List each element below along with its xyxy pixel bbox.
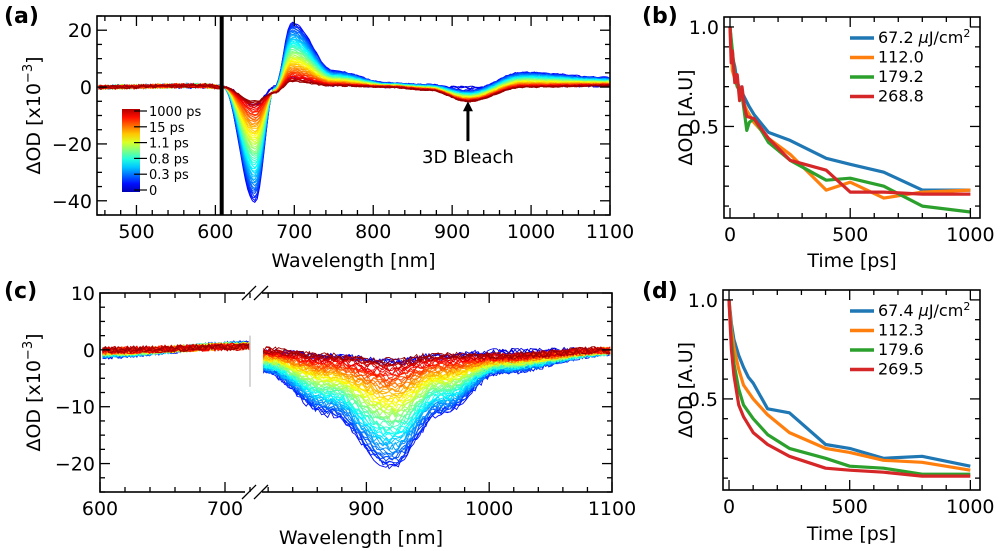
panel-b-y-tick-label: 0.5 xyxy=(689,116,719,138)
panel-b-series-line-67-2 xyxy=(728,26,971,192)
panel-c-x-tick-label: 600 xyxy=(82,498,118,520)
panel-c-spectrum-line xyxy=(102,343,250,354)
panel-a-y-tick-label: −20 xyxy=(52,134,92,156)
panel-a-x-tick-label: 600 xyxy=(197,221,233,243)
panel-c-y-tick-label: 10 xyxy=(71,283,95,305)
panel-b-legend-label: 112.0 xyxy=(878,48,924,67)
panel-a-y-tick-label: −40 xyxy=(52,191,92,213)
panel-b-x-tick-label: 500 xyxy=(832,224,868,246)
panel-a-colorbar-label: 0 xyxy=(149,184,157,199)
panel-d-series-line-269-5 xyxy=(727,299,971,478)
panel-b-series-line-179-2 xyxy=(728,26,971,214)
panel-a-x-tick-label: 1100 xyxy=(586,221,634,243)
panel-a-x-tick-label: 1000 xyxy=(507,221,555,243)
panel-a-x-axis-label: Wavelength [nm] xyxy=(271,250,435,272)
panel-c-series-group xyxy=(102,340,611,470)
panel-b-series-line-268-8 xyxy=(728,26,971,196)
panel-label-b: (b) xyxy=(642,4,678,29)
panel-a-spectrum-line xyxy=(98,80,610,103)
panel-a-y-axis-label: ΔOD [x10−3] xyxy=(21,56,45,174)
panel-b-x-axis-label: Time [ps] xyxy=(806,250,896,272)
panel-c-x-tick-label: 900 xyxy=(348,498,384,520)
panel-d-legend-label: 112.3 xyxy=(878,321,924,340)
panel-b-series-group xyxy=(728,26,971,214)
panel-label-d: (d) xyxy=(642,279,678,304)
panel-a-colorbar-label: 15 ps xyxy=(149,121,185,136)
panel-b-series-line-112-0 xyxy=(728,26,971,200)
panel-c-spectrum-line xyxy=(262,347,611,370)
panel-a-x-tick-label: 900 xyxy=(434,221,470,243)
panel-b-axes-frame xyxy=(723,16,981,219)
panel-c-break-gap-bottom xyxy=(245,489,262,495)
panel-d-y-axis-label: ΔOD [A.U] xyxy=(675,342,697,438)
panel-b-kinetics: 0.5 1.0 0 500 1000 Time [ps] ΔOD [A.U] 67.2 μJ/c… xyxy=(675,16,995,272)
panel-d-x-tick-label: 0 xyxy=(723,496,735,518)
panel-a-y-tick-label: 20 xyxy=(68,20,92,42)
panel-b-x-tick-label: 1000 xyxy=(946,224,994,246)
panel-c-y-tick-label: −10 xyxy=(55,397,95,419)
panel-label-c: (c) xyxy=(4,279,37,304)
panel-d-y-tick-label: 1.0 xyxy=(688,290,718,312)
panel-d-x-axis-label: Time [ps] xyxy=(806,523,896,545)
panel-c-spectrum-line xyxy=(262,347,611,395)
panel-c-x-tick-label: 700 xyxy=(207,498,243,520)
panel-d-y-tick-label: 0.5 xyxy=(688,389,718,411)
panel-d-legend-label: 269.5 xyxy=(878,360,924,379)
panel-c-x-tick-label: 1000 xyxy=(465,498,513,520)
panel-label-a: (a) xyxy=(4,4,39,29)
panel-a-x-tick-label: 700 xyxy=(276,221,312,243)
panel-c-spectrum-line xyxy=(262,348,611,445)
panel-a-spectra: −40 −20 0 20 500 600 700 800 900 1000 1100 Waveleng… xyxy=(21,15,634,272)
panel-a-colorbar-label: 0.3 ps xyxy=(149,168,189,183)
panel-d-x-tick-label: 1000 xyxy=(946,496,994,518)
panel-c-x-axis-label: Wavelength [nm] xyxy=(279,527,443,549)
panel-d-series-line-112-3 xyxy=(727,299,971,472)
panel-c-x-tick-label: 1100 xyxy=(588,498,636,520)
panel-a-y-tick-label: 0 xyxy=(80,77,92,99)
panel-c-axes-frame xyxy=(99,292,613,493)
panel-c-spectrum-line xyxy=(263,346,611,365)
panel-a-colorbar-label: 1.1 ps xyxy=(149,137,189,152)
panel-c-y-tick-label: 0 xyxy=(83,340,95,362)
panel-a-colorbar-label: 1000 ps xyxy=(149,105,201,120)
panel-c-spectrum-line xyxy=(263,346,611,371)
panel-c-y-axis-label: ΔOD [x10−3] xyxy=(21,333,45,451)
panel-c-y-tick-label: −20 xyxy=(55,454,95,476)
panel-c-spectra: −20 −10 0 10 600 700 900 1000 1100 Wavelength [nm… xyxy=(21,283,636,549)
panel-a-spectrum-line xyxy=(98,80,610,103)
panel-b-legend-label: 179.2 xyxy=(878,67,924,86)
panel-d-series-group xyxy=(727,299,971,478)
panel-c-break-mark xyxy=(253,285,269,301)
panel-a-arrow-head xyxy=(462,101,473,112)
panel-d-legend-label: 67.4 μJ/cm2 xyxy=(878,300,970,320)
panel-a-x-tick-label: 500 xyxy=(118,221,154,243)
panel-d-kinetics: 0.5 1.0 0 500 1000 Time [ps] ΔOD [A.U] 67.4 μJ/c… xyxy=(675,289,995,545)
panel-c-spectrum-line xyxy=(263,348,611,450)
panel-b-x-tick-label: 0 xyxy=(724,224,736,246)
panel-c-break-mark xyxy=(253,484,269,500)
panel-c-break-gap-top xyxy=(245,290,262,296)
panel-a-colorbar-label: 0.8 ps xyxy=(149,152,189,167)
panel-c-break-mark xyxy=(241,484,257,500)
panel-a-x-tick-label: 800 xyxy=(355,221,391,243)
panel-a-annotation-text: 3D Bleach xyxy=(422,147,514,168)
panel-c-break-mark xyxy=(241,285,257,301)
panel-d-x-tick-label: 500 xyxy=(832,496,868,518)
panel-a-series-group xyxy=(98,21,610,203)
panel-a-colorbar xyxy=(122,109,140,192)
panel-b-y-tick-label: 1.0 xyxy=(689,17,719,39)
panel-b-legend-label: 67.2 μJ/cm2 xyxy=(878,27,970,47)
panel-d-axes-frame xyxy=(722,289,981,491)
panel-b-y-axis-label: ΔOD [A.U] xyxy=(675,69,697,165)
panel-b-legend-label: 268.8 xyxy=(878,87,924,106)
panel-d-legend-label: 179.6 xyxy=(878,340,924,359)
